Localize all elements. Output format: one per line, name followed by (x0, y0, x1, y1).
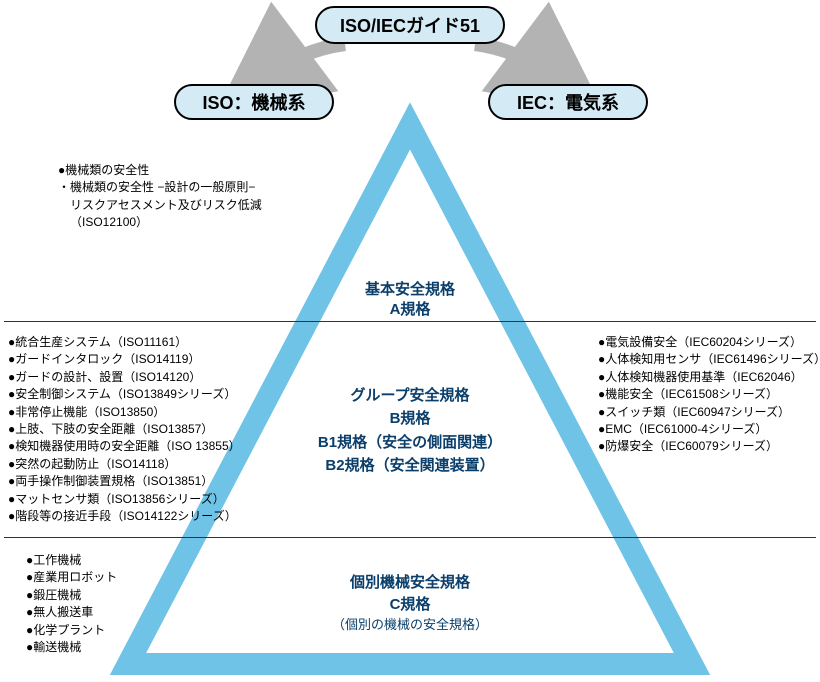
list-item: 両手操作制御装置規格（ISO13851） (8, 473, 241, 490)
list-item: マットセンサ類（ISO13856シリーズ） (8, 491, 241, 508)
list-item: 防爆安全（IEC60079シリーズ） (598, 438, 820, 455)
list-item: EMC（IEC61000-4シリーズ） (598, 421, 820, 438)
list-item: 輸送機械 (26, 639, 117, 656)
list-item: 統合生産システム（ISO11161） (8, 334, 241, 351)
list-item: 人体検知用センサ（IEC61496シリーズ） (598, 351, 820, 368)
list-item: 鍛圧機械 (26, 587, 117, 604)
section-a-line2: A規格 (280, 300, 540, 320)
section-b-label: グループ安全規格 B規格 B1規格（安全の側面関連） B2規格（安全関連装置） (280, 384, 540, 477)
list-item: 工作機械 (26, 552, 117, 569)
list-item: 突然の起動防止（ISO14118） (8, 456, 241, 473)
list-item: リスクアセスメント及びリスク低減 (58, 197, 262, 214)
list-item: 機能安全（IEC61508シリーズ） (598, 386, 820, 403)
list-item: 電気設備安全（IEC60204シリーズ） (598, 334, 820, 351)
list-c-left: 工作機械産業用ロボット鍛圧機械無人搬送車化学プラント輸送機械 (26, 552, 117, 656)
list-item: ガードの設計、設置（ISO14120） (8, 369, 241, 386)
list-item: 上肢、下肢の安全距離（ISO13857） (8, 421, 241, 438)
list-item: 安全制御システム（ISO13849シリーズ） (8, 386, 241, 403)
section-a-label: 基本安全規格 A規格 (280, 280, 540, 319)
section-c-line1: 個別機械安全規格 (280, 572, 540, 594)
list-item: 非常停止機能（ISO13850） (8, 404, 241, 421)
diagram-root: ISO/IECガイド51 ISO：機械系 IEC：電気系 基本安全規格 A規格 … (0, 0, 820, 682)
section-b-line1: グループ安全規格 (280, 384, 540, 407)
list-item: 産業用ロボット (26, 569, 117, 586)
list-b-right: 電気設備安全（IEC60204シリーズ）人体検知用センサ（IEC61496シリー… (598, 334, 820, 456)
section-c-line3: （個別の機械の安全規格） (280, 616, 540, 635)
list-item: ガードインタロック（ISO14119） (8, 351, 241, 368)
divider-1 (4, 321, 816, 322)
section-c-label: 個別機械安全規格 C規格 （個別の機械の安全規格） (280, 572, 540, 634)
list-a-left: 機械類の安全性機械類の安全性 −設計の一般原則−リスクアセスメント及びリスク低減… (58, 162, 262, 232)
list-item: 人体検知機器使用基準（IEC62046） (598, 369, 820, 386)
list-item: 階段等の接近手段（ISO14122シリーズ） (8, 508, 241, 525)
list-item: スイッチ類（IEC60947シリーズ） (598, 404, 820, 421)
list-item: （ISO12100） (58, 214, 262, 231)
section-b-line3: B1規格（安全の側面関連） (280, 431, 540, 454)
section-b-line2: B規格 (280, 407, 540, 430)
section-c-line2: C規格 (280, 594, 540, 616)
list-b-left: 統合生産システム（ISO11161）ガードインタロック（ISO14119）ガード… (8, 334, 241, 525)
list-item: 化学プラント (26, 622, 117, 639)
divider-2 (4, 537, 816, 538)
list-item: 無人搬送車 (26, 604, 117, 621)
list-item: 機械類の安全性 (58, 162, 262, 179)
list-item: 機械類の安全性 −設計の一般原則− (58, 179, 262, 196)
section-b-line4: B2規格（安全関連装置） (280, 454, 540, 477)
section-a-line1: 基本安全規格 (280, 280, 540, 300)
list-item: 検知機器使用時の安全距離（ISO 13855） (8, 438, 241, 455)
